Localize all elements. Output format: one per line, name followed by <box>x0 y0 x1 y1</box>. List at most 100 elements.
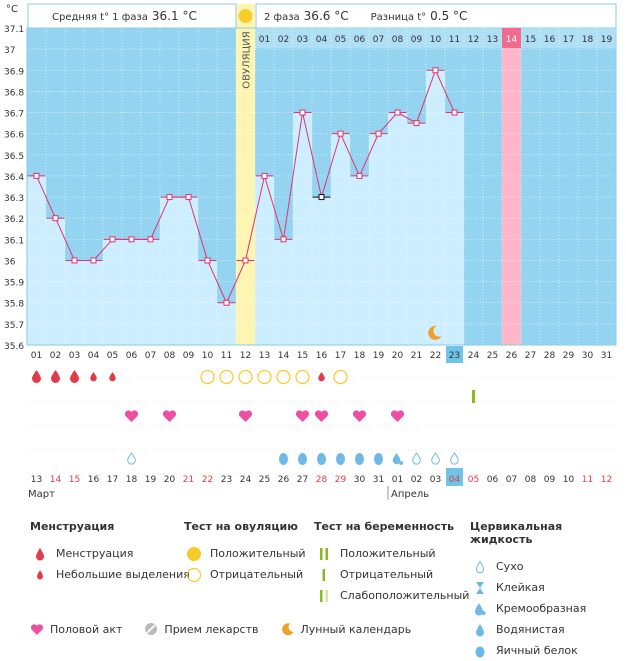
calendar-date-label: 20 <box>164 475 176 485</box>
phase2-day-label: 14 <box>506 35 518 45</box>
ovulation-test-negative-icon <box>219 369 234 385</box>
temperature-bar <box>122 239 141 345</box>
calendar-date-label: 17 <box>107 475 118 485</box>
drop-light-icon <box>30 567 50 583</box>
temperature-bar <box>217 302 236 345</box>
y-tick-label: 36.5 <box>4 152 24 162</box>
temperature-bar <box>179 197 198 345</box>
calendar-date-label: 27 <box>297 475 308 485</box>
cycle-day-label: 16 <box>316 351 328 361</box>
cervical-egg-white-icon <box>336 453 345 465</box>
cervical-dry-icon <box>450 452 459 465</box>
cycle-day-label: 11 <box>221 351 232 361</box>
temperature-point <box>337 130 344 137</box>
temperature-point <box>204 257 211 264</box>
legend-ovulation-test: Тест на овуляцию Положительный Отрицател… <box>184 520 306 585</box>
temperature-point <box>394 109 401 116</box>
calendar-date-label: 19 <box>145 475 157 485</box>
calendar-date-label: 06 <box>487 475 499 485</box>
ovulation-test-negative-icon <box>333 369 348 385</box>
legend-menstruation: Менструация Менструация Небольшие выделе… <box>30 520 190 585</box>
phase2-day-label: 17 <box>563 35 574 45</box>
cervical-dry-icon <box>127 452 136 465</box>
pill-icon <box>144 622 158 636</box>
temperature-point <box>166 194 173 201</box>
cycle-day-label: 03 <box>69 351 80 361</box>
menstruation-heavy-icon <box>51 370 60 383</box>
temperature-point <box>33 172 40 179</box>
y-tick-label: 35.6 <box>4 342 24 352</box>
double-bar-icon <box>314 546 334 562</box>
temperature-point <box>318 194 325 201</box>
legend-pregnancy-test: Тест на беременность Положительный Отриц… <box>314 520 469 606</box>
drop-watery-icon <box>470 622 490 638</box>
cycle-day-label: 29 <box>563 351 575 361</box>
legend-item: Положительный <box>340 547 436 560</box>
legend-item: Положительный <box>210 547 306 560</box>
ovulation-test-negative-icon <box>295 369 310 385</box>
legend-title: Цервикальная жидкость <box>470 520 563 546</box>
calendar-date-label: 07 <box>506 475 517 485</box>
y-tick-label: 36.6 <box>4 131 24 141</box>
intercourse-heart-icon <box>162 410 177 422</box>
drop-heavy-icon <box>30 546 50 562</box>
phase2-label: 2 фаза <box>264 12 300 23</box>
faint-bar-icon <box>314 588 334 604</box>
cycle-day-label: 14 <box>278 351 290 361</box>
cycle-day-label: 01 <box>31 351 42 361</box>
temperature-bar <box>293 112 312 346</box>
y-tick-label: 35.9 <box>4 279 24 289</box>
cycle-day-label: 17 <box>335 351 346 361</box>
cycle-day-label: 28 <box>544 351 556 361</box>
calendar-date-label: 25 <box>259 475 270 485</box>
temperature-point <box>356 172 363 179</box>
temperature-bar <box>46 218 65 345</box>
phase2-day-label: 18 <box>582 35 594 45</box>
legend-item: Половой акт <box>50 622 123 636</box>
heart-icon <box>30 623 44 636</box>
temperature-bar <box>407 123 426 345</box>
calendar-date-label: 16 <box>88 475 100 485</box>
cycle-day-label: 23 <box>449 351 460 361</box>
y-axis-ticks: 35.6 35.7 35.8 35.9 36 36.1 36.2 36.3 36.4 36.5 36… <box>4 25 24 352</box>
phase2-day-label: 19 <box>601 35 613 45</box>
cervical-egg-white-icon <box>374 453 383 465</box>
cervical-egg-white-icon <box>298 453 307 465</box>
intercourse-heart-icon <box>295 410 310 422</box>
temperature-point <box>71 257 78 264</box>
intercourse-heart-icon <box>238 410 253 422</box>
legend-title: Менструация <box>30 520 115 533</box>
expected-period-column <box>502 28 521 345</box>
legend-item: Кремообразная <box>496 602 587 615</box>
cervical-creamy-icon <box>392 453 401 465</box>
temperature-bar <box>141 239 160 345</box>
circle-positive-icon <box>184 546 204 562</box>
legend-item: Небольшие выделения <box>56 568 190 581</box>
legend-item: Лунный календарь <box>300 622 412 636</box>
diff-value: 0.5 °C <box>430 9 467 23</box>
calendar-date-label: 03 <box>430 475 441 485</box>
calendar-date-label: 21 <box>183 475 194 485</box>
cycle-day-label: 18 <box>354 351 366 361</box>
period-day-highlight <box>502 28 521 48</box>
calendar-date-label: 13 <box>31 475 42 485</box>
cervical-egg-white-icon <box>317 453 326 465</box>
chart-header: Средняя t° 1 фаза 36.1 °C 2 фаза 36.6 °C Ра… <box>6 3 617 29</box>
calendar-date-label: 14 <box>50 475 62 485</box>
temperature-point <box>223 299 230 306</box>
bbt-chart: Средняя t° 1 фаза 36.1 °C 2 фаза 36.6 °C Ра… <box>4 3 617 500</box>
moon-icon <box>428 325 442 340</box>
phase1-value: 36.1 °C <box>152 9 197 23</box>
menstruation-light-icon <box>109 371 116 382</box>
legend-item: Клейкая <box>496 581 545 594</box>
ovulation-test-negative-icon <box>200 369 215 385</box>
ovulation-test-negative-icon <box>257 369 272 385</box>
cycle-day-label: 15 <box>297 351 308 361</box>
temperature-bar <box>445 112 464 346</box>
circle-negative-icon <box>184 567 204 583</box>
intercourse-heart-icon <box>314 410 329 422</box>
daily-markers <box>28 325 616 475</box>
calendar-date-label: 26 <box>278 475 290 485</box>
phase2-day-label: 11 <box>449 35 460 45</box>
